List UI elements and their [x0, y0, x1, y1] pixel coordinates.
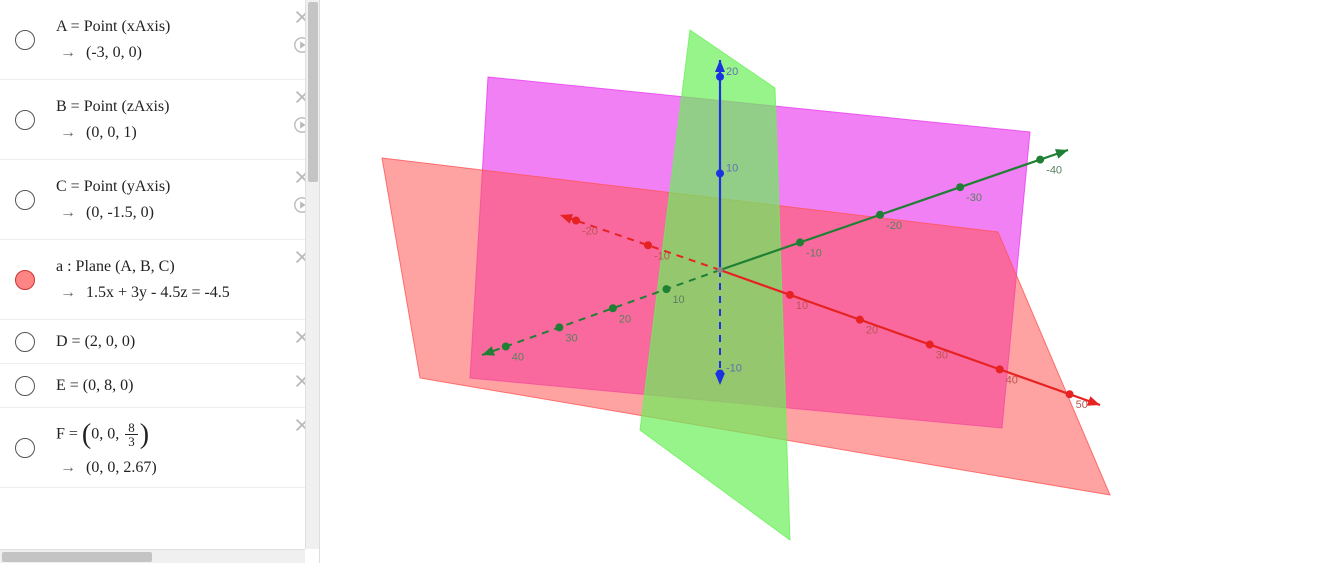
visibility-toggle[interactable] — [0, 160, 50, 239]
x-axis-tick — [856, 316, 864, 324]
visibility-toggle[interactable] — [0, 364, 50, 407]
z-axis-label: 10 — [726, 162, 738, 174]
visibility-circle-icon — [15, 190, 35, 210]
item-content[interactable]: B = Point (zAxis) → (0, 0, 1) — [50, 80, 285, 159]
item-content[interactable]: a : Plane (A, B, C) → 1.5x + 3y - 4.5z = … — [50, 240, 285, 319]
visibility-circle-icon — [15, 332, 35, 352]
algebra-item-A[interactable]: A = Point (xAxis) → (-3, 0, 0) — [0, 0, 319, 80]
y-axis-tick — [662, 285, 670, 293]
y-axis-tick — [956, 183, 964, 191]
x-axis-tick — [644, 241, 652, 249]
visibility-circle-icon — [15, 438, 35, 458]
visibility-toggle[interactable] — [0, 0, 50, 79]
visibility-circle-icon — [15, 376, 35, 396]
horizontal-scrollbar[interactable] — [0, 549, 305, 563]
item-definition: E = (0, 8, 0) — [56, 377, 279, 395]
z-axis-label: -10 — [726, 363, 742, 375]
y-axis-label: -20 — [886, 220, 902, 232]
horizontal-scrollbar-thumb[interactable] — [2, 552, 152, 562]
y-axis-tick — [502, 343, 510, 351]
algebra-list: A = Point (xAxis) → (-3, 0, 0) B = Point (… — [0, 0, 319, 563]
visibility-toggle[interactable] — [0, 320, 50, 363]
y-axis-label: 40 — [512, 352, 524, 364]
x-axis-tick — [1066, 390, 1074, 398]
x-axis-label: 40 — [1006, 374, 1018, 386]
y-axis-label: -10 — [806, 247, 822, 259]
x-axis-label: 30 — [936, 350, 948, 362]
y-axis-arrow — [1055, 149, 1068, 158]
z-axis-tick — [716, 169, 724, 177]
algebra-item-D[interactable]: D = (2, 0, 0) — [0, 320, 319, 364]
item-value: → (0, 0, 1) — [56, 124, 279, 142]
algebra-item-F[interactable]: F = (0, 0, 83) → (0, 0, 2.67) — [0, 408, 319, 488]
item-definition: D = (2, 0, 0) — [56, 333, 279, 351]
algebra-item-B[interactable]: B = Point (zAxis) → (0, 0, 1) — [0, 80, 319, 160]
z-axis-label: 20 — [726, 66, 738, 78]
x-axis-label: 20 — [866, 325, 878, 337]
item-definition: a : Plane (A, B, C) — [56, 258, 279, 276]
y-axis-tick — [609, 304, 617, 312]
visibility-toggle[interactable] — [0, 408, 50, 487]
item-value: → 1.5x + 3y - 4.5z = -4.5 — [56, 284, 279, 302]
item-value: → (0, -1.5, 0) — [56, 204, 279, 222]
vertical-scrollbar[interactable] — [305, 0, 319, 549]
x-axis-tick — [572, 217, 580, 225]
y-axis-label: -40 — [1046, 165, 1062, 177]
visibility-circle-icon — [15, 270, 35, 290]
3d-graphics-view[interactable]: -10 -20 -30 -40 10 20 30 40 10 20 30 40 50 -10 -20 10 20… — [320, 0, 1334, 563]
algebra-item-E[interactable]: E = (0, 8, 0) — [0, 364, 319, 408]
y-axis-tick — [1036, 156, 1044, 164]
x-axis-arrow — [1087, 396, 1100, 405]
x-axis-tick — [926, 341, 934, 349]
y-axis-tick — [796, 238, 804, 246]
x-axis-label: -10 — [654, 250, 670, 262]
x-axis-tick — [996, 365, 1004, 373]
algebra-panel: A = Point (xAxis) → (-3, 0, 0) B = Point (… — [0, 0, 320, 563]
z-axis-tick — [716, 370, 724, 378]
item-definition: A = Point (xAxis) — [56, 18, 279, 36]
y-axis-label: 30 — [565, 332, 577, 344]
x-axis-label: -20 — [582, 226, 598, 238]
visibility-toggle[interactable] — [0, 240, 50, 319]
item-definition: F = (0, 0, 83) — [56, 419, 279, 451]
item-content[interactable]: D = (2, 0, 0) — [50, 320, 285, 363]
x-axis-label: 50 — [1076, 399, 1088, 411]
y-axis-label: 10 — [672, 294, 684, 306]
item-content[interactable]: A = Point (xAxis) → (-3, 0, 0) — [50, 0, 285, 79]
x-axis-tick — [786, 291, 794, 299]
item-content[interactable]: F = (0, 0, 83) → (0, 0, 2.67) — [50, 408, 285, 487]
y-axis-label: -30 — [966, 192, 982, 204]
z-axis-tick — [716, 73, 724, 81]
y-axis-tick — [876, 211, 884, 219]
3d-scene[interactable]: -10 -20 -30 -40 10 20 30 40 10 20 30 40 50 -10 -20 10 20… — [320, 0, 1334, 563]
origin-point — [717, 267, 723, 273]
y-axis-label: 20 — [619, 313, 631, 325]
item-definition: C = Point (yAxis) — [56, 178, 279, 196]
algebra-item-C[interactable]: C = Point (yAxis) → (0, -1.5, 0) — [0, 160, 319, 240]
visibility-circle-icon — [15, 30, 35, 50]
item-value: → (-3, 0, 0) — [56, 44, 279, 62]
visibility-toggle[interactable] — [0, 80, 50, 159]
item-content[interactable]: C = Point (yAxis) → (0, -1.5, 0) — [50, 160, 285, 239]
vertical-scrollbar-thumb[interactable] — [308, 2, 318, 182]
visibility-circle-icon — [15, 110, 35, 130]
item-value: → (0, 0, 2.67) — [56, 459, 279, 477]
item-content[interactable]: E = (0, 8, 0) — [50, 364, 285, 407]
item-definition: B = Point (zAxis) — [56, 98, 279, 116]
x-axis-label: 10 — [796, 300, 808, 312]
algebra-item-a[interactable]: a : Plane (A, B, C) → 1.5x + 3y - 4.5z = … — [0, 240, 319, 320]
y-axis-tick — [555, 323, 563, 331]
